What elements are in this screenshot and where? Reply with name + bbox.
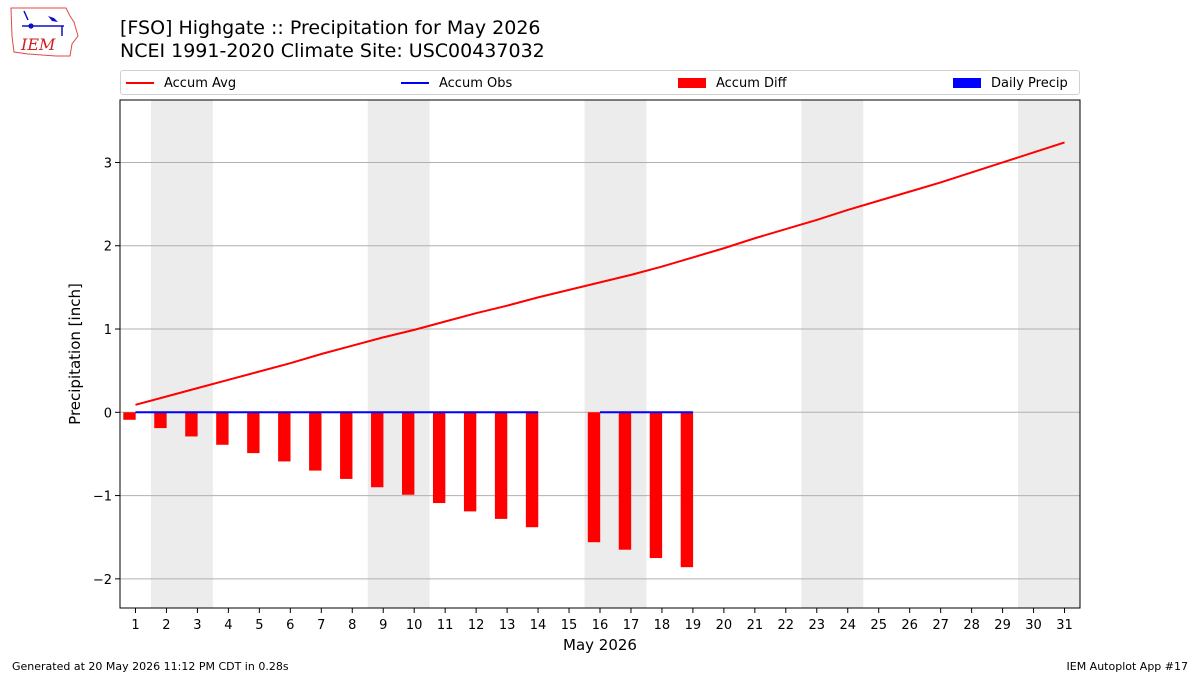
x-tick-label: 14	[530, 618, 547, 633]
legend-label-accum-avg: Accum Avg	[164, 75, 237, 91]
x-tick-label: 28	[963, 618, 980, 633]
footer-app: IEM Autoplot App #17	[1066, 660, 1189, 673]
y-tick-label: 0	[104, 406, 112, 421]
accum-diff-bar	[494, 412, 508, 519]
x-tick-label: 21	[747, 618, 764, 633]
iem-logo-text: IEM	[20, 35, 56, 54]
x-tick-label: 25	[870, 618, 887, 633]
accum-diff-bar	[185, 412, 198, 437]
x-tick-label: 7	[317, 618, 325, 633]
x-tick-label: 19	[685, 618, 702, 633]
accum-diff-bar	[154, 412, 167, 429]
legend-item-daily-precip: Daily Precip	[953, 71, 1068, 95]
x-tick-label: 10	[406, 618, 423, 633]
weekend-band	[367, 100, 430, 608]
accum-diff-bars	[123, 412, 694, 568]
x-tick-label: 31	[1056, 618, 1073, 633]
series-lines	[135, 141, 1065, 414]
x-tick-label: 29	[994, 618, 1011, 633]
x-tick-label: 18	[654, 618, 671, 633]
x-tick-label: 23	[809, 618, 826, 633]
accum-diff-bar	[618, 412, 632, 550]
legend-label-daily-precip: Daily Precip	[991, 75, 1068, 91]
accum-diff-bar	[247, 412, 260, 454]
x-tick-label: 11	[437, 618, 454, 633]
accum-diff-bar	[123, 412, 136, 420]
x-axis-ticks: 1 2 3 4 5 6 7 8 9 10 11 12 13 14 15 16 17 18 19 20 21 22 23 24 2…	[131, 608, 1073, 633]
legend-label-accum-obs: Accum Obs	[439, 75, 513, 91]
x-tick-label: 27	[932, 618, 949, 633]
legend-label-accum-diff: Accum Diff	[716, 75, 787, 91]
weekend-band	[1018, 100, 1080, 608]
y-axis-label: Precipitation [inch]	[66, 283, 84, 425]
accum-diff-bar	[525, 412, 539, 528]
accum-diff-bar	[216, 412, 229, 445]
x-tick-label: 15	[561, 618, 578, 633]
x-tick-label: 12	[468, 618, 485, 633]
x-tick-label: 30	[1025, 618, 1042, 633]
accum-diff-bar	[371, 412, 384, 488]
legend-item-accum-obs: Accum Obs	[401, 71, 512, 95]
x-tick-label: 9	[379, 618, 387, 633]
accum-diff-bar	[463, 412, 477, 512]
accum-diff-bar	[587, 412, 601, 543]
y-tick-label: 1	[104, 323, 112, 338]
accum-avg-line	[135, 141, 1065, 406]
legend-swatch-accum-obs	[401, 82, 429, 84]
x-tick-label: 3	[193, 618, 201, 633]
chart-title: [FSO] Highgate :: Precipitation for May …	[120, 17, 541, 39]
x-tick-label: 8	[348, 618, 356, 633]
iem-logo: IEM	[10, 7, 79, 57]
legend-swatch-daily-precip	[953, 78, 981, 88]
x-tick-label: 16	[592, 618, 609, 633]
weekend-band	[150, 100, 213, 608]
accum-diff-bar	[309, 412, 322, 471]
legend-item-accum-diff: Accum Diff	[678, 71, 787, 95]
x-tick-label: 20	[716, 618, 733, 633]
weekend-shading	[150, 100, 1080, 608]
x-tick-label: 5	[255, 618, 263, 633]
x-tick-label: 24	[839, 618, 856, 633]
x-axis-label: May 2026	[563, 636, 637, 654]
y-tick-label: −1	[93, 490, 112, 505]
y-tick-label: −2	[93, 573, 112, 588]
x-tick-label: 22	[778, 618, 795, 633]
chart-legend: Accum Avg Accum Obs Accum Diff Daily Pre…	[120, 70, 1080, 95]
y-tick-label: 3	[104, 156, 112, 171]
weekend-band	[801, 100, 864, 608]
x-tick-label: 2	[162, 618, 170, 633]
legend-item-accum-avg: Accum Avg	[126, 71, 236, 95]
accum-diff-bar	[402, 412, 415, 495]
x-tick-label: 4	[224, 618, 232, 633]
x-tick-label: 13	[499, 618, 516, 633]
chart-subtitle: NCEI 1991-2020 Climate Site: USC00437032	[120, 40, 545, 62]
x-tick-label: 26	[901, 618, 918, 633]
accum-diff-bar	[680, 412, 694, 568]
legend-swatch-accum-avg	[126, 82, 154, 84]
accum-diff-bar	[278, 412, 291, 462]
x-tick-label: 6	[286, 618, 294, 633]
accum-diff-bar	[649, 412, 663, 559]
y-axis-ticks: −2 −1 0 1 2 3	[93, 156, 120, 588]
accum-diff-bar	[432, 412, 446, 504]
accum-diff-bar	[340, 412, 353, 479]
y-tick-label: 2	[104, 240, 112, 255]
x-tick-label: 1	[131, 618, 139, 633]
legend-swatch-accum-diff	[678, 78, 706, 88]
x-tick-label: 17	[623, 618, 640, 633]
footer-generated: Generated at 20 May 2026 11:12 PM CDT in…	[12, 660, 289, 673]
